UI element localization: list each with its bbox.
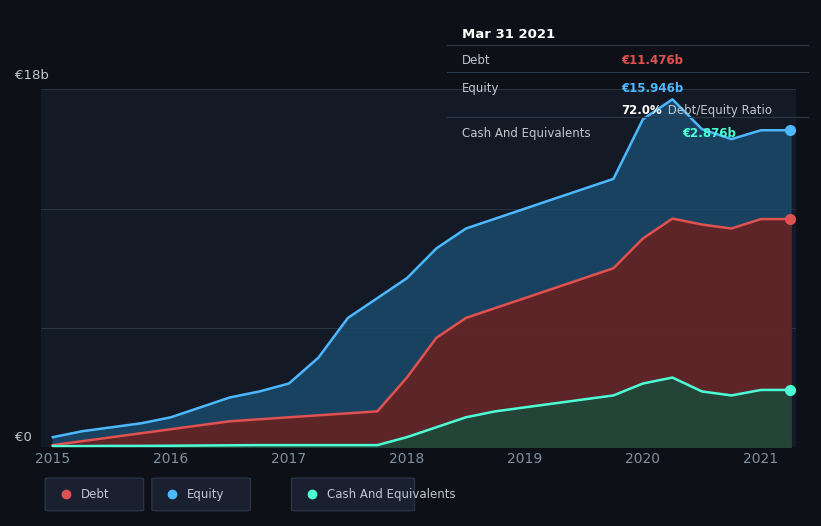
Text: 72.0%: 72.0% [621, 104, 662, 117]
Text: €15.946b: €15.946b [621, 82, 683, 95]
Text: Equity: Equity [187, 488, 225, 501]
Text: €2.876b: €2.876b [682, 127, 736, 140]
Text: Cash And Equivalents: Cash And Equivalents [327, 488, 456, 501]
FancyBboxPatch shape [291, 478, 415, 511]
Text: Equity: Equity [462, 82, 499, 95]
Text: Debt/Equity Ratio: Debt/Equity Ratio [664, 104, 773, 117]
FancyBboxPatch shape [152, 478, 250, 511]
Text: Debt: Debt [462, 54, 490, 67]
Text: €11.476b: €11.476b [621, 54, 683, 67]
Text: Mar 31 2021: Mar 31 2021 [462, 28, 555, 42]
Text: €0: €0 [15, 430, 31, 443]
Text: €18b: €18b [15, 69, 48, 82]
Text: Debt: Debt [80, 488, 109, 501]
Text: Cash And Equivalents: Cash And Equivalents [462, 127, 590, 140]
FancyBboxPatch shape [45, 478, 144, 511]
